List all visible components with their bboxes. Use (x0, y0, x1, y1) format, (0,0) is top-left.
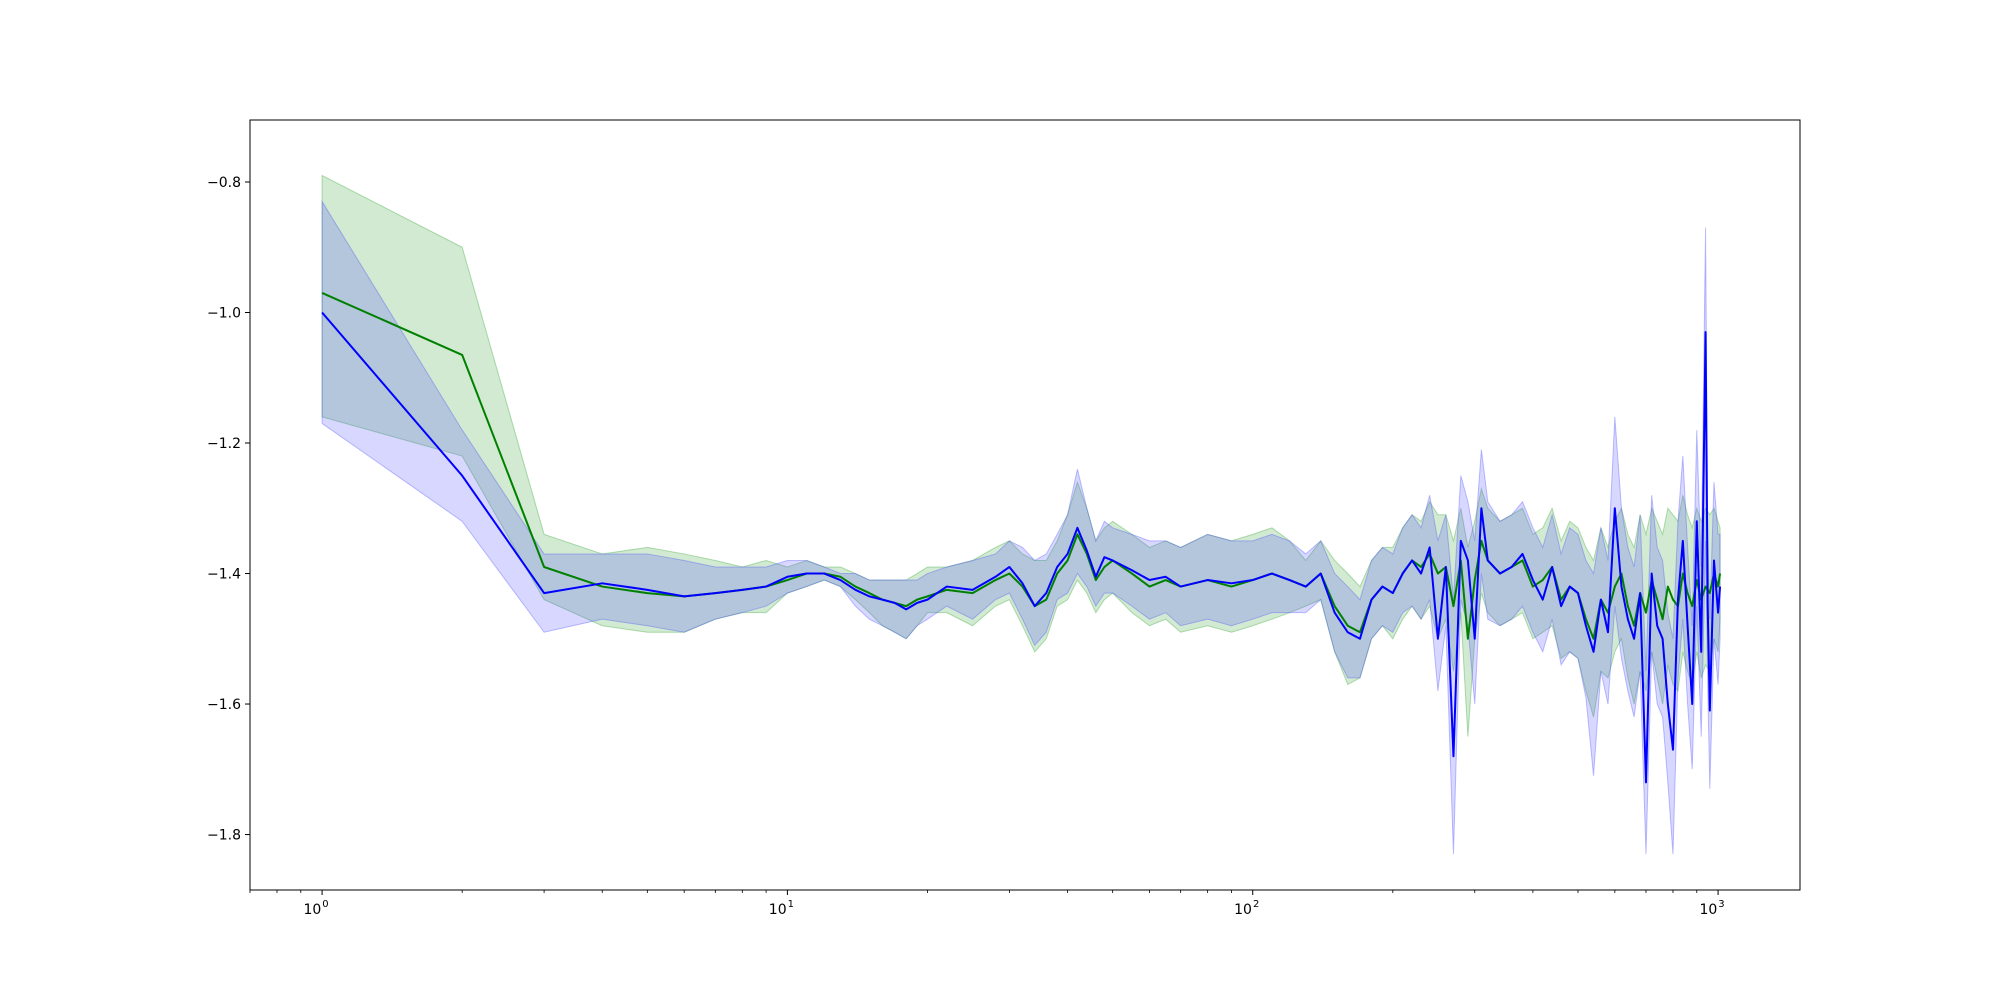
series-1-band (321, 174, 1721, 737)
series-2-line (321, 311, 1722, 784)
y-tick-label: −1.6 (207, 697, 241, 713)
y-tick-label: −1.8 (207, 828, 241, 844)
y-tick-label: −0.8 (207, 175, 241, 191)
series-layer (321, 174, 1722, 855)
y-tick-label: −1.2 (207, 436, 241, 452)
y-tick-label: −1.4 (207, 567, 241, 583)
plot-frame (249, 119, 1801, 891)
y-tick-label: −1.0 (207, 306, 241, 322)
series-2-band (321, 199, 1721, 855)
